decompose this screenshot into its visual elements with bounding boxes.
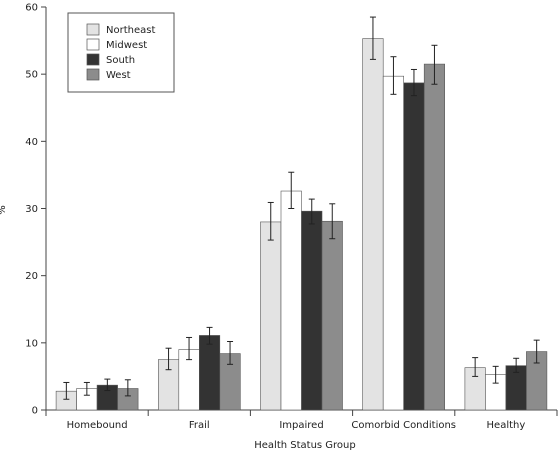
legend-swatch xyxy=(86,23,100,36)
error-bars xyxy=(63,16,540,400)
legend: Northeast Midwest South West xyxy=(67,12,175,93)
bar xyxy=(199,335,221,411)
legend-label: West xyxy=(106,70,131,81)
legend-label: Midwest xyxy=(106,40,147,51)
x-tick-label: Healthy xyxy=(487,420,526,431)
y-tick-label: 50 xyxy=(25,70,38,81)
bar xyxy=(280,190,302,411)
x-axis-title: Health Status Group xyxy=(254,440,356,451)
bar xyxy=(321,220,343,411)
bar xyxy=(362,38,384,411)
legend-swatch xyxy=(86,68,100,81)
y-tick-label: 20 xyxy=(25,271,38,282)
y-axis-title: % xyxy=(0,205,8,215)
bar xyxy=(301,210,323,411)
x-tick-label: Comorbid Conditions xyxy=(351,420,456,431)
bar xyxy=(423,63,446,411)
bars xyxy=(55,38,548,411)
legend-label: Northeast xyxy=(106,25,155,36)
y-tick-label: 0 xyxy=(32,406,38,417)
legend-swatch xyxy=(86,53,100,66)
bar xyxy=(260,221,282,411)
x-tick-label: Frail xyxy=(189,420,210,431)
legend-box xyxy=(67,12,175,93)
y-tick-label: 60 xyxy=(25,3,38,14)
y-tick-label: 10 xyxy=(25,338,38,349)
bar xyxy=(403,82,425,411)
legend-label: South xyxy=(106,55,135,66)
y-tick-label: 40 xyxy=(25,137,38,148)
y-tick-label: 30 xyxy=(25,204,38,215)
x-tick-label: Homebound xyxy=(67,420,128,431)
legend-swatch xyxy=(86,38,100,51)
bar xyxy=(382,75,405,411)
x-tick-label: Impaired xyxy=(279,420,323,431)
